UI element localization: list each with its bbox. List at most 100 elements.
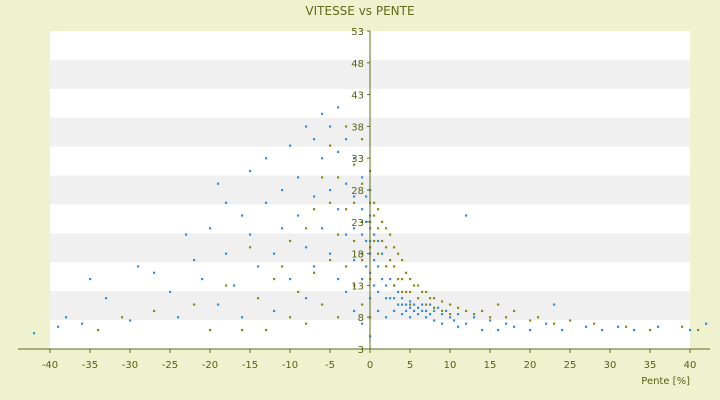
x-tick-label: 25 (564, 360, 577, 371)
y-tick-label: 33 (351, 154, 364, 165)
data-point (393, 309, 396, 312)
data-point (373, 284, 376, 287)
data-point (433, 306, 436, 309)
data-point (281, 227, 284, 230)
data-point (397, 252, 400, 255)
x-tick-label: 35 (644, 360, 657, 371)
data-point (409, 303, 412, 306)
data-point (89, 278, 92, 281)
data-point (345, 290, 348, 293)
data-point (441, 322, 444, 325)
data-point (321, 227, 324, 230)
data-point (449, 316, 452, 319)
data-point (185, 233, 188, 236)
data-point (393, 246, 396, 249)
data-point (225, 284, 228, 287)
x-tick-label: 30 (604, 360, 617, 371)
data-point (33, 332, 36, 335)
data-point (373, 214, 376, 217)
data-point (373, 259, 376, 262)
data-point (105, 297, 108, 300)
data-point (409, 278, 412, 281)
x-tick-label: 5 (407, 360, 413, 371)
data-point (405, 303, 408, 306)
chart-title: VITESSE vs PENTE (305, 4, 414, 18)
data-point (401, 290, 404, 293)
data-point (497, 303, 500, 306)
data-point (681, 325, 684, 328)
data-point (401, 297, 404, 300)
data-point (329, 259, 332, 262)
data-point (417, 306, 420, 309)
data-point (249, 169, 252, 173)
data-point (337, 150, 340, 153)
data-point (433, 309, 436, 312)
data-point (329, 189, 332, 192)
data-point (329, 252, 332, 255)
data-point (305, 227, 308, 230)
data-point (129, 319, 132, 322)
y-tick-label: 28 (351, 186, 364, 197)
data-point (225, 252, 228, 255)
data-point (385, 284, 388, 287)
data-point (697, 328, 700, 332)
data-point (409, 290, 412, 293)
data-point (373, 239, 376, 243)
x-tick-label: -40 (42, 360, 58, 371)
data-point (425, 316, 428, 319)
data-point (365, 239, 368, 243)
data-point (381, 278, 384, 281)
data-point (361, 278, 364, 281)
data-point (337, 278, 340, 281)
data-point (337, 316, 340, 319)
data-point (305, 125, 308, 128)
data-point (513, 325, 516, 328)
data-point (393, 297, 396, 300)
data-point (405, 309, 408, 312)
data-point (425, 309, 428, 312)
data-point (513, 309, 516, 312)
data-point (81, 322, 84, 325)
data-point (429, 313, 432, 316)
data-point (633, 328, 636, 332)
data-point (209, 328, 212, 332)
data-point (561, 328, 564, 332)
data-point (353, 163, 356, 166)
data-point (481, 328, 484, 332)
data-point (233, 284, 236, 287)
data-point (385, 265, 388, 268)
data-point (353, 259, 356, 262)
data-point (373, 201, 376, 204)
data-point (437, 306, 440, 309)
data-point (265, 201, 268, 204)
x-tick-label: -10 (282, 360, 298, 371)
data-point (257, 297, 260, 300)
data-point (397, 303, 400, 306)
data-point (537, 316, 540, 319)
data-point (421, 309, 424, 312)
data-point (361, 182, 364, 185)
data-point (169, 290, 172, 293)
data-point (249, 246, 252, 249)
data-point (313, 208, 316, 211)
x-axis-ticks: -40 -35 -30 -25 -20 -15 -10 -5 0 5 10 15 20 25 30 35 40 (42, 349, 696, 371)
data-point (657, 325, 660, 328)
data-point (361, 208, 364, 211)
x-tick-label: -15 (242, 360, 258, 371)
data-point (257, 265, 260, 268)
data-point (265, 157, 268, 160)
data-point (329, 125, 332, 128)
data-point (281, 189, 284, 192)
x-tick-label: -20 (202, 360, 218, 371)
data-point (465, 309, 468, 312)
data-point (217, 303, 220, 306)
data-point (401, 278, 404, 281)
data-point (345, 138, 348, 141)
data-point (553, 322, 556, 325)
data-point (365, 265, 368, 268)
data-point (417, 297, 420, 300)
data-point (193, 303, 196, 306)
data-point (361, 252, 364, 255)
